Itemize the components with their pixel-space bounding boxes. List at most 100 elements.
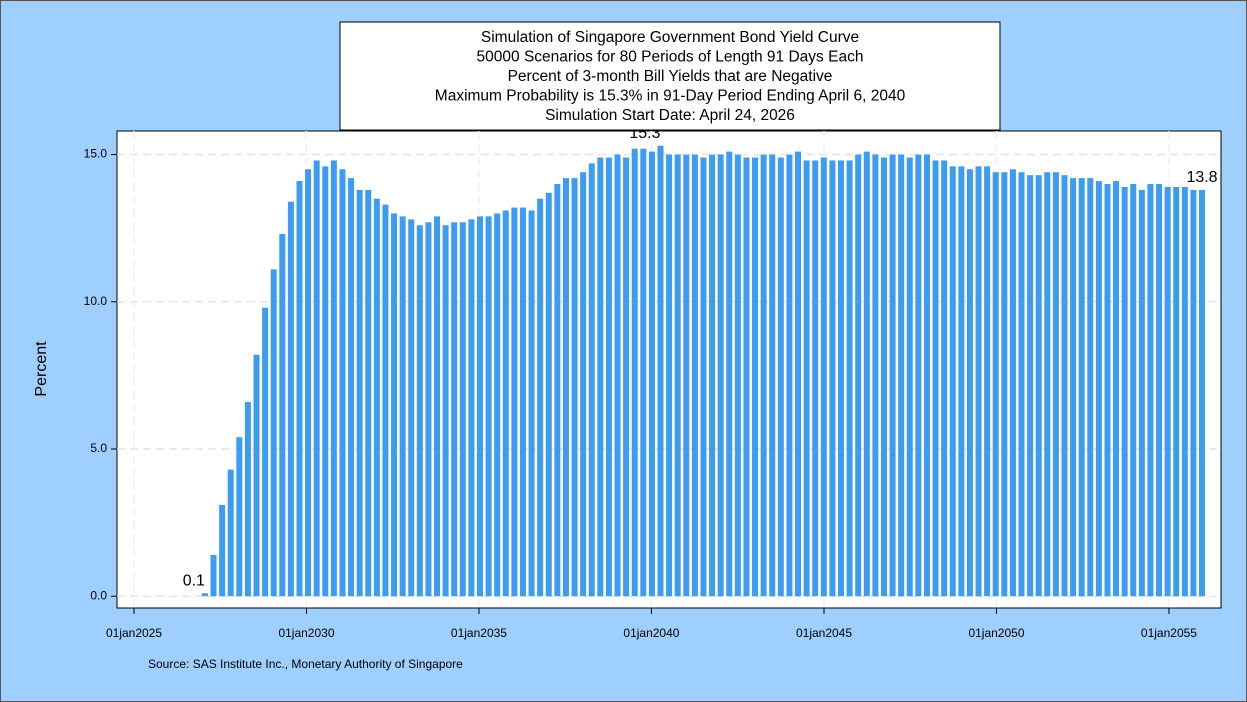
bar: [537, 198, 544, 597]
bar: [1121, 186, 1128, 597]
chart-title: 50000 Scenarios for 80 Periods of Length…: [477, 49, 864, 66]
bar: [287, 201, 294, 597]
bar: [915, 154, 922, 597]
bar: [966, 169, 973, 597]
x-tick-label: 01jan2035: [451, 626, 507, 640]
source-note: Source: SAS Institute Inc., Monetary Aut…: [148, 657, 463, 671]
bar: [1035, 175, 1042, 597]
bar: [545, 192, 552, 597]
bar: [339, 169, 346, 597]
bar: [1095, 181, 1102, 597]
bar: [313, 160, 320, 597]
bar: [1138, 189, 1145, 597]
bar: [769, 154, 776, 597]
bar: [1078, 178, 1085, 597]
bar: [296, 181, 303, 597]
bar: [683, 154, 690, 597]
bar: [898, 154, 905, 597]
bar: [872, 154, 879, 597]
bar: [1173, 186, 1180, 597]
bar: [502, 210, 509, 597]
bar: [605, 157, 612, 597]
title-box: Simulation of Singapore Government Bond …: [339, 21, 1001, 131]
bar: [365, 189, 372, 597]
bar: [631, 148, 638, 597]
bar: [1156, 184, 1163, 597]
bar: [236, 437, 243, 597]
bar: [1044, 172, 1051, 597]
bar: [1164, 186, 1171, 597]
bar: [666, 154, 673, 597]
bar: [700, 157, 707, 597]
y-axis-label: Percent: [33, 341, 50, 397]
bar: [253, 354, 260, 597]
bar: [941, 160, 948, 597]
bar: [1027, 175, 1034, 597]
bar: [743, 157, 750, 597]
bar: [459, 222, 466, 597]
bar: [709, 154, 716, 597]
bar: [227, 469, 234, 597]
bar: [219, 504, 226, 597]
bar: [760, 154, 767, 597]
bar: [382, 204, 389, 597]
bar: [270, 269, 277, 597]
bar: [571, 178, 578, 597]
bar: [674, 154, 681, 597]
bar: [726, 151, 733, 597]
bar: [511, 207, 518, 597]
x-tick-label: 01jan2025: [106, 626, 162, 640]
bar: [201, 593, 208, 597]
bar: [906, 157, 913, 597]
bar: [399, 216, 406, 597]
chart-title: Percent of 3-month Bill Yields that are …: [508, 68, 833, 85]
bar: [1147, 184, 1154, 597]
bar: [434, 216, 441, 597]
bar: [838, 160, 845, 597]
bar: [855, 154, 862, 597]
bar: [305, 169, 312, 597]
bar: [812, 160, 819, 597]
bar: [494, 213, 501, 597]
x-tick-label: 01jan2055: [1141, 626, 1197, 640]
bar: [476, 216, 483, 597]
bar: [786, 154, 793, 597]
bar: [416, 225, 423, 597]
bar: [244, 401, 251, 597]
bar: [519, 207, 526, 597]
bar: [408, 219, 415, 597]
bar: [356, 189, 363, 597]
bar: [829, 160, 836, 597]
bar: [1199, 189, 1206, 597]
bar: [597, 157, 604, 597]
bar: [391, 213, 398, 597]
bar: [1113, 181, 1120, 597]
y-tick-label: 10.0: [84, 294, 108, 308]
bar: [330, 160, 337, 597]
value-label: 13.8: [1186, 169, 1217, 186]
bar: [468, 219, 475, 597]
bar: [949, 166, 956, 597]
plot: 0.0 5.0 10.0 15.0 01jan2025 01jan2030 01jan203…: [84, 125, 1221, 640]
chart-title: Simulation Start Date: April 24, 2026: [545, 107, 795, 124]
bar: [734, 154, 741, 597]
bar: [562, 178, 569, 597]
value-label: 0.1: [183, 572, 205, 589]
x-tick-label: 01jan2040: [623, 626, 679, 640]
y-tick-label: 15.0: [84, 147, 108, 161]
bar: [777, 157, 784, 597]
bar: [1190, 189, 1197, 597]
bar: [262, 307, 269, 597]
bar: [880, 157, 887, 597]
bar: [795, 151, 802, 597]
bar: [932, 160, 939, 597]
bar: [322, 166, 329, 597]
bar: [1104, 184, 1111, 597]
bar: [889, 154, 896, 597]
bar: [640, 148, 647, 597]
bar: [717, 154, 724, 597]
x-tick-label: 01jan2030: [278, 626, 334, 640]
bar: [752, 157, 759, 597]
